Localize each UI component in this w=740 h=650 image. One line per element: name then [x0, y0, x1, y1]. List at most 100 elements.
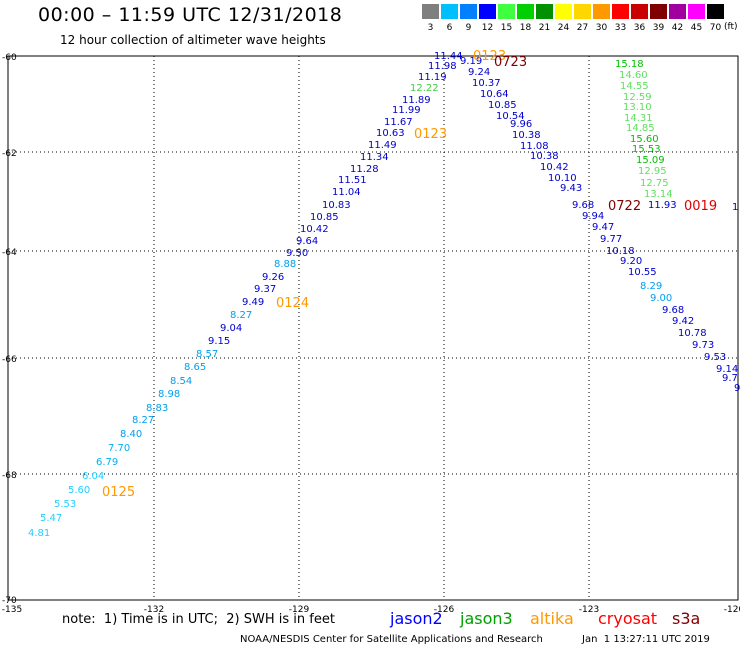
wave-height-value: 8.98: [158, 389, 180, 400]
satellite-label: s3a: [672, 609, 701, 628]
satellite-label: jason3: [460, 609, 513, 628]
legend-label: 27: [576, 23, 589, 33]
wave-height-value: 11.34: [360, 152, 389, 163]
satellite-label: altika: [530, 609, 574, 628]
legend-swatch: [536, 4, 553, 19]
wave-height-value: 11.67: [384, 117, 413, 128]
pass-time-label: 0722: [608, 199, 641, 214]
wave-height-value: 14.31: [624, 113, 653, 124]
lon-tick-label: -126: [434, 605, 455, 615]
wave-height-value: 7.70: [108, 443, 130, 454]
satellite-label: cryosat: [598, 609, 658, 628]
legend-label: 24: [557, 23, 570, 33]
legend-label: 30: [595, 23, 608, 33]
legend-label: 9: [465, 23, 472, 33]
wave-height-value: 10.78: [678, 328, 707, 339]
wave-height-value: 15.53: [632, 144, 661, 155]
wave-height-value: 9.14: [716, 364, 738, 375]
lon-tick-label: -132: [144, 605, 164, 615]
wave-height-value: 11.93: [648, 200, 677, 211]
lat-tick-label: -70: [2, 596, 17, 606]
wave-height-value: 9.77: [600, 234, 622, 245]
legend-swatch: [650, 4, 667, 19]
pass-time-label: 0723: [494, 55, 527, 70]
satellite-label: jason2: [390, 609, 443, 628]
wave-height-value: 4.81: [28, 528, 50, 539]
wave-height-value: 10.83: [322, 200, 351, 211]
wave-height-value: 8.88: [274, 259, 296, 270]
footer-credit: NOAA/NESDIS Center for Satellite Applica…: [240, 634, 543, 645]
wave-height-value: 11.19: [418, 72, 447, 83]
wave-height-value: 10.63: [376, 128, 405, 139]
pass-time-label: 0019: [684, 199, 717, 214]
legend-swatch: [498, 4, 515, 19]
wave-height-value: 15.60: [630, 134, 659, 145]
wave-height-value: 14.55: [620, 81, 649, 92]
legend-swatch: [517, 4, 534, 19]
wave-height-value: 12.22: [410, 83, 439, 94]
wave-height-value: 8.57: [196, 349, 218, 360]
legend-swatch: [688, 4, 705, 19]
legend-swatch: [593, 4, 610, 19]
footer-note: note: 1) Time is in UTC; 2) SWH is in fe…: [62, 612, 335, 627]
wave-height-value: 5.53: [54, 499, 76, 510]
legend-swatch: [707, 4, 724, 19]
footer-timestamp: Jan 1 13:27:11 UTC 2019: [582, 634, 710, 645]
wave-height-value: 8.27: [132, 415, 154, 426]
wave-height-value: 9.7: [722, 373, 738, 384]
wave-height-value: 11.49: [368, 140, 397, 151]
legend-swatch: [612, 4, 629, 19]
wave-height-value: 9.50: [286, 248, 308, 259]
legend-label: 42: [671, 23, 684, 33]
wave-height-value: 8.65: [184, 362, 206, 373]
wave-height-value: 15.18: [615, 59, 644, 70]
wave-height-value: 12.59: [623, 92, 652, 103]
wave-height-value: 8.40: [120, 429, 142, 440]
wave-height-value: 9.19: [460, 56, 482, 67]
wave-height-value: 11.28: [350, 164, 379, 175]
wave-height-value: 11.98: [428, 61, 457, 72]
wave-height-value: 9.37: [254, 284, 276, 295]
lat-tick-label: -60: [2, 53, 17, 63]
legend-label: 45: [690, 23, 703, 33]
wave-height-value: 8.27: [230, 310, 252, 321]
lon-tick-label: -120: [724, 605, 740, 615]
wave-height-value: 8.54: [170, 376, 192, 387]
legend-label: 21: [538, 23, 551, 33]
wave-height-value: 9: [734, 383, 740, 394]
legend-swatch: [555, 4, 572, 19]
legend-label: 36: [633, 23, 646, 33]
legend-label: 15: [500, 23, 513, 33]
legend-swatch: [669, 4, 686, 19]
wave-height-value: 10.85: [310, 212, 339, 223]
lon-tick-label: -123: [579, 605, 599, 615]
wave-height-value: 13.14: [644, 189, 673, 200]
wave-height-value: 11.04: [332, 187, 361, 198]
wave-height-value: 11.99: [392, 105, 421, 116]
lat-tick-label: -64: [2, 248, 17, 258]
wave-height-value: 6.04: [82, 471, 104, 482]
wave-height-value: 9.20: [620, 256, 642, 267]
wave-height-value: 9.15: [208, 336, 230, 347]
wave-height-value: 11.51: [338, 175, 367, 186]
wave-height-value: 10.37: [472, 78, 501, 89]
wave-height-value: 11.08: [520, 141, 549, 152]
wave-height-value: 10.38: [530, 151, 559, 162]
pass-time-label: 0123: [473, 49, 506, 64]
wave-height-value: 8.29: [640, 281, 662, 292]
legend-swatch: [479, 4, 496, 19]
wave-height-value: 12.75: [640, 178, 669, 189]
wave-height-value: 9.43: [560, 183, 582, 194]
wave-height-value: 10.18: [606, 246, 635, 257]
wave-height-value: 5.60: [68, 485, 90, 496]
legend-label: 70: [709, 23, 722, 33]
lat-tick-label: -66: [2, 355, 17, 365]
wave-height-value: 1: [732, 202, 738, 213]
legend-label: 39: [652, 23, 665, 33]
legend-swatch: [574, 4, 591, 19]
wave-height-value: 10.55: [628, 267, 657, 278]
legend-unit: (ft): [724, 22, 738, 32]
wave-height-value: 11.89: [402, 95, 431, 106]
wave-height-value: 9.49: [242, 297, 264, 308]
